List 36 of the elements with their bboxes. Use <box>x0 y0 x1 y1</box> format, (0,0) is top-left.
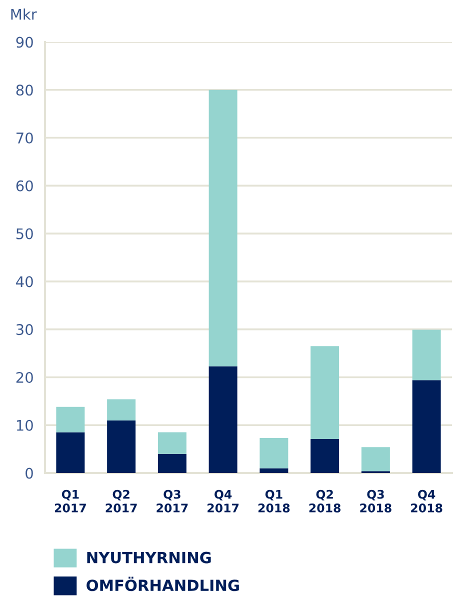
legend-label: NYUTHYRNING <box>87 552 211 564</box>
y-tick-label: 20 <box>16 372 33 383</box>
bar <box>412 380 441 473</box>
x-tick-label: Q4 2017 <box>208 490 239 512</box>
x-tick-label: Q1 2017 <box>54 490 86 512</box>
bar <box>412 330 441 380</box>
y-tick-label: 90 <box>16 36 33 48</box>
y-tick-label: 10 <box>16 420 33 431</box>
x-tick-label: Q2 2018 <box>309 490 341 512</box>
legend-label: OMFÖRHANDLING <box>86 576 239 592</box>
x-tick-label: Q4 2018 <box>411 490 442 512</box>
bar <box>260 468 288 473</box>
y-tick-label: 30 <box>16 324 33 336</box>
x-tick-label: Q2 2017 <box>106 490 137 512</box>
x-tick-label: Q3 2017 <box>156 490 188 512</box>
y-tick-label: 50 <box>16 228 33 240</box>
bar <box>56 406 85 432</box>
y-tick-label: 60 <box>16 180 33 192</box>
bar <box>107 399 136 420</box>
x-tick-label: Q3 2018 <box>360 490 392 512</box>
y-tick-label: 40 <box>16 276 33 288</box>
bar <box>107 420 136 473</box>
bar <box>310 439 340 473</box>
bar <box>56 432 85 473</box>
y-tick-label: 80 <box>16 84 33 96</box>
y-axis-title: Mkr <box>11 8 37 20</box>
y-tick-label: 0 <box>26 468 33 479</box>
bar <box>208 90 238 366</box>
x-tick-label: Q1 2018 <box>258 490 290 512</box>
bar <box>158 454 186 473</box>
bar <box>158 432 186 454</box>
bar <box>208 366 238 473</box>
bar <box>310 346 340 439</box>
bar <box>260 438 288 468</box>
y-tick-label: 70 <box>16 132 33 144</box>
bar <box>361 447 390 472</box>
